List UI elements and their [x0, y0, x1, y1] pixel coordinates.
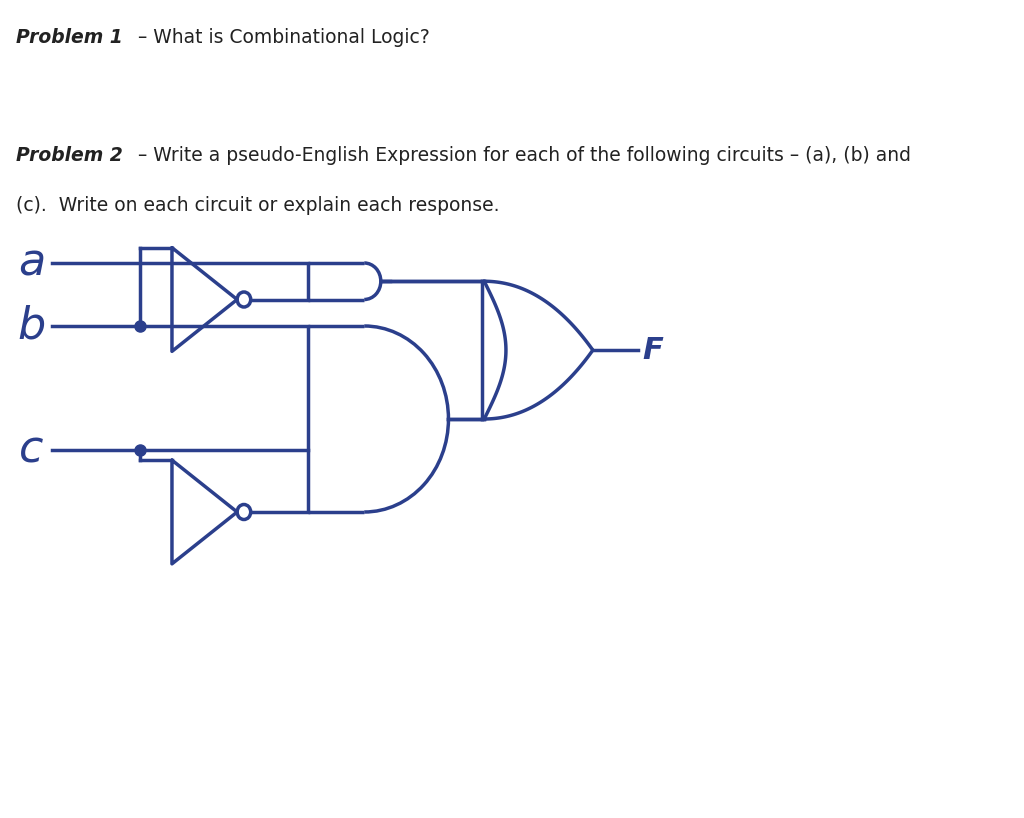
Text: b: b — [17, 304, 46, 348]
Text: a: a — [18, 241, 45, 285]
Text: Problem 2: Problem 2 — [16, 146, 123, 165]
Text: Problem 1: Problem 1 — [16, 28, 123, 47]
Text: – What is Combinational Logic?: – What is Combinational Logic? — [137, 28, 429, 47]
Text: c: c — [19, 429, 44, 471]
Text: (c).  Write on each circuit or explain each response.: (c). Write on each circuit or explain ea… — [16, 196, 500, 215]
Text: – Write a pseudo-English Expression for each of the following circuits – (a), (b: – Write a pseudo-English Expression for … — [137, 146, 910, 165]
Text: F: F — [643, 335, 664, 365]
